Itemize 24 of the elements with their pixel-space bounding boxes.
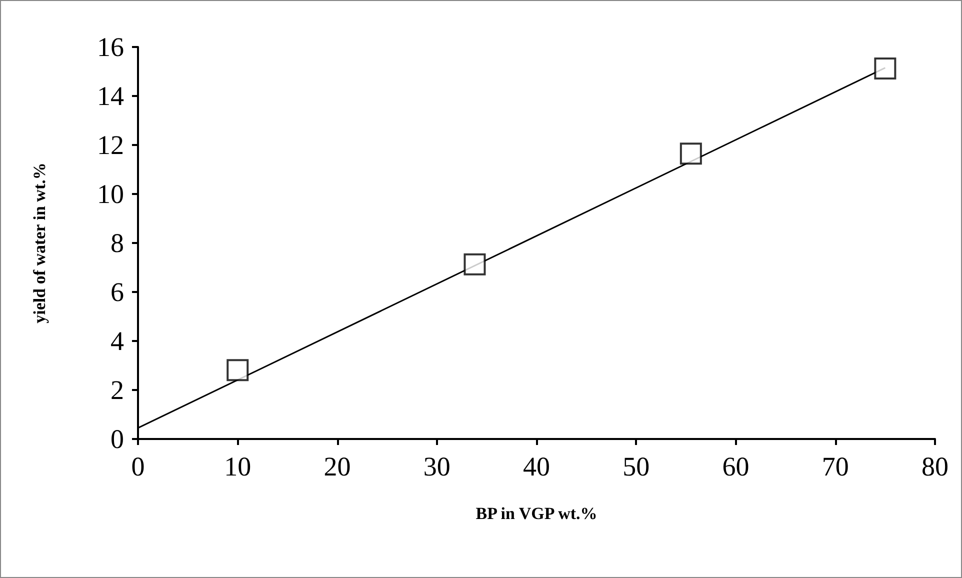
y-tick-label: 4 [110, 326, 124, 356]
y-tick-label: 2 [110, 375, 124, 405]
y-tick-label: 16 [97, 32, 124, 62]
x-tick-label: 80 [922, 452, 948, 482]
x-tick-label: 70 [822, 452, 849, 482]
x-tick-label: 0 [131, 452, 145, 482]
y-tick-label: 14 [97, 81, 124, 111]
y-tick-label: 6 [110, 277, 124, 307]
point [874, 58, 896, 80]
x-tick-label: 50 [622, 452, 650, 482]
y-axis-title: yield of water in wt.% [30, 162, 49, 324]
y-tick-label: 8 [110, 228, 124, 258]
x-axis-title: BP in VGP wt.% [476, 504, 598, 523]
x-tick-label: 60 [722, 452, 750, 482]
x-tick-label: 10 [224, 452, 252, 482]
y-tick-label: 0 [110, 424, 124, 454]
y-tick-label: 10 [97, 179, 124, 209]
x-tick-label: 20 [324, 452, 351, 482]
y-tick-label: 12 [97, 130, 124, 160]
x-tick-label: 30 [423, 452, 450, 482]
x-tick-label: 40 [523, 452, 550, 482]
point [464, 253, 486, 276]
point [680, 142, 702, 165]
point [226, 359, 249, 382]
